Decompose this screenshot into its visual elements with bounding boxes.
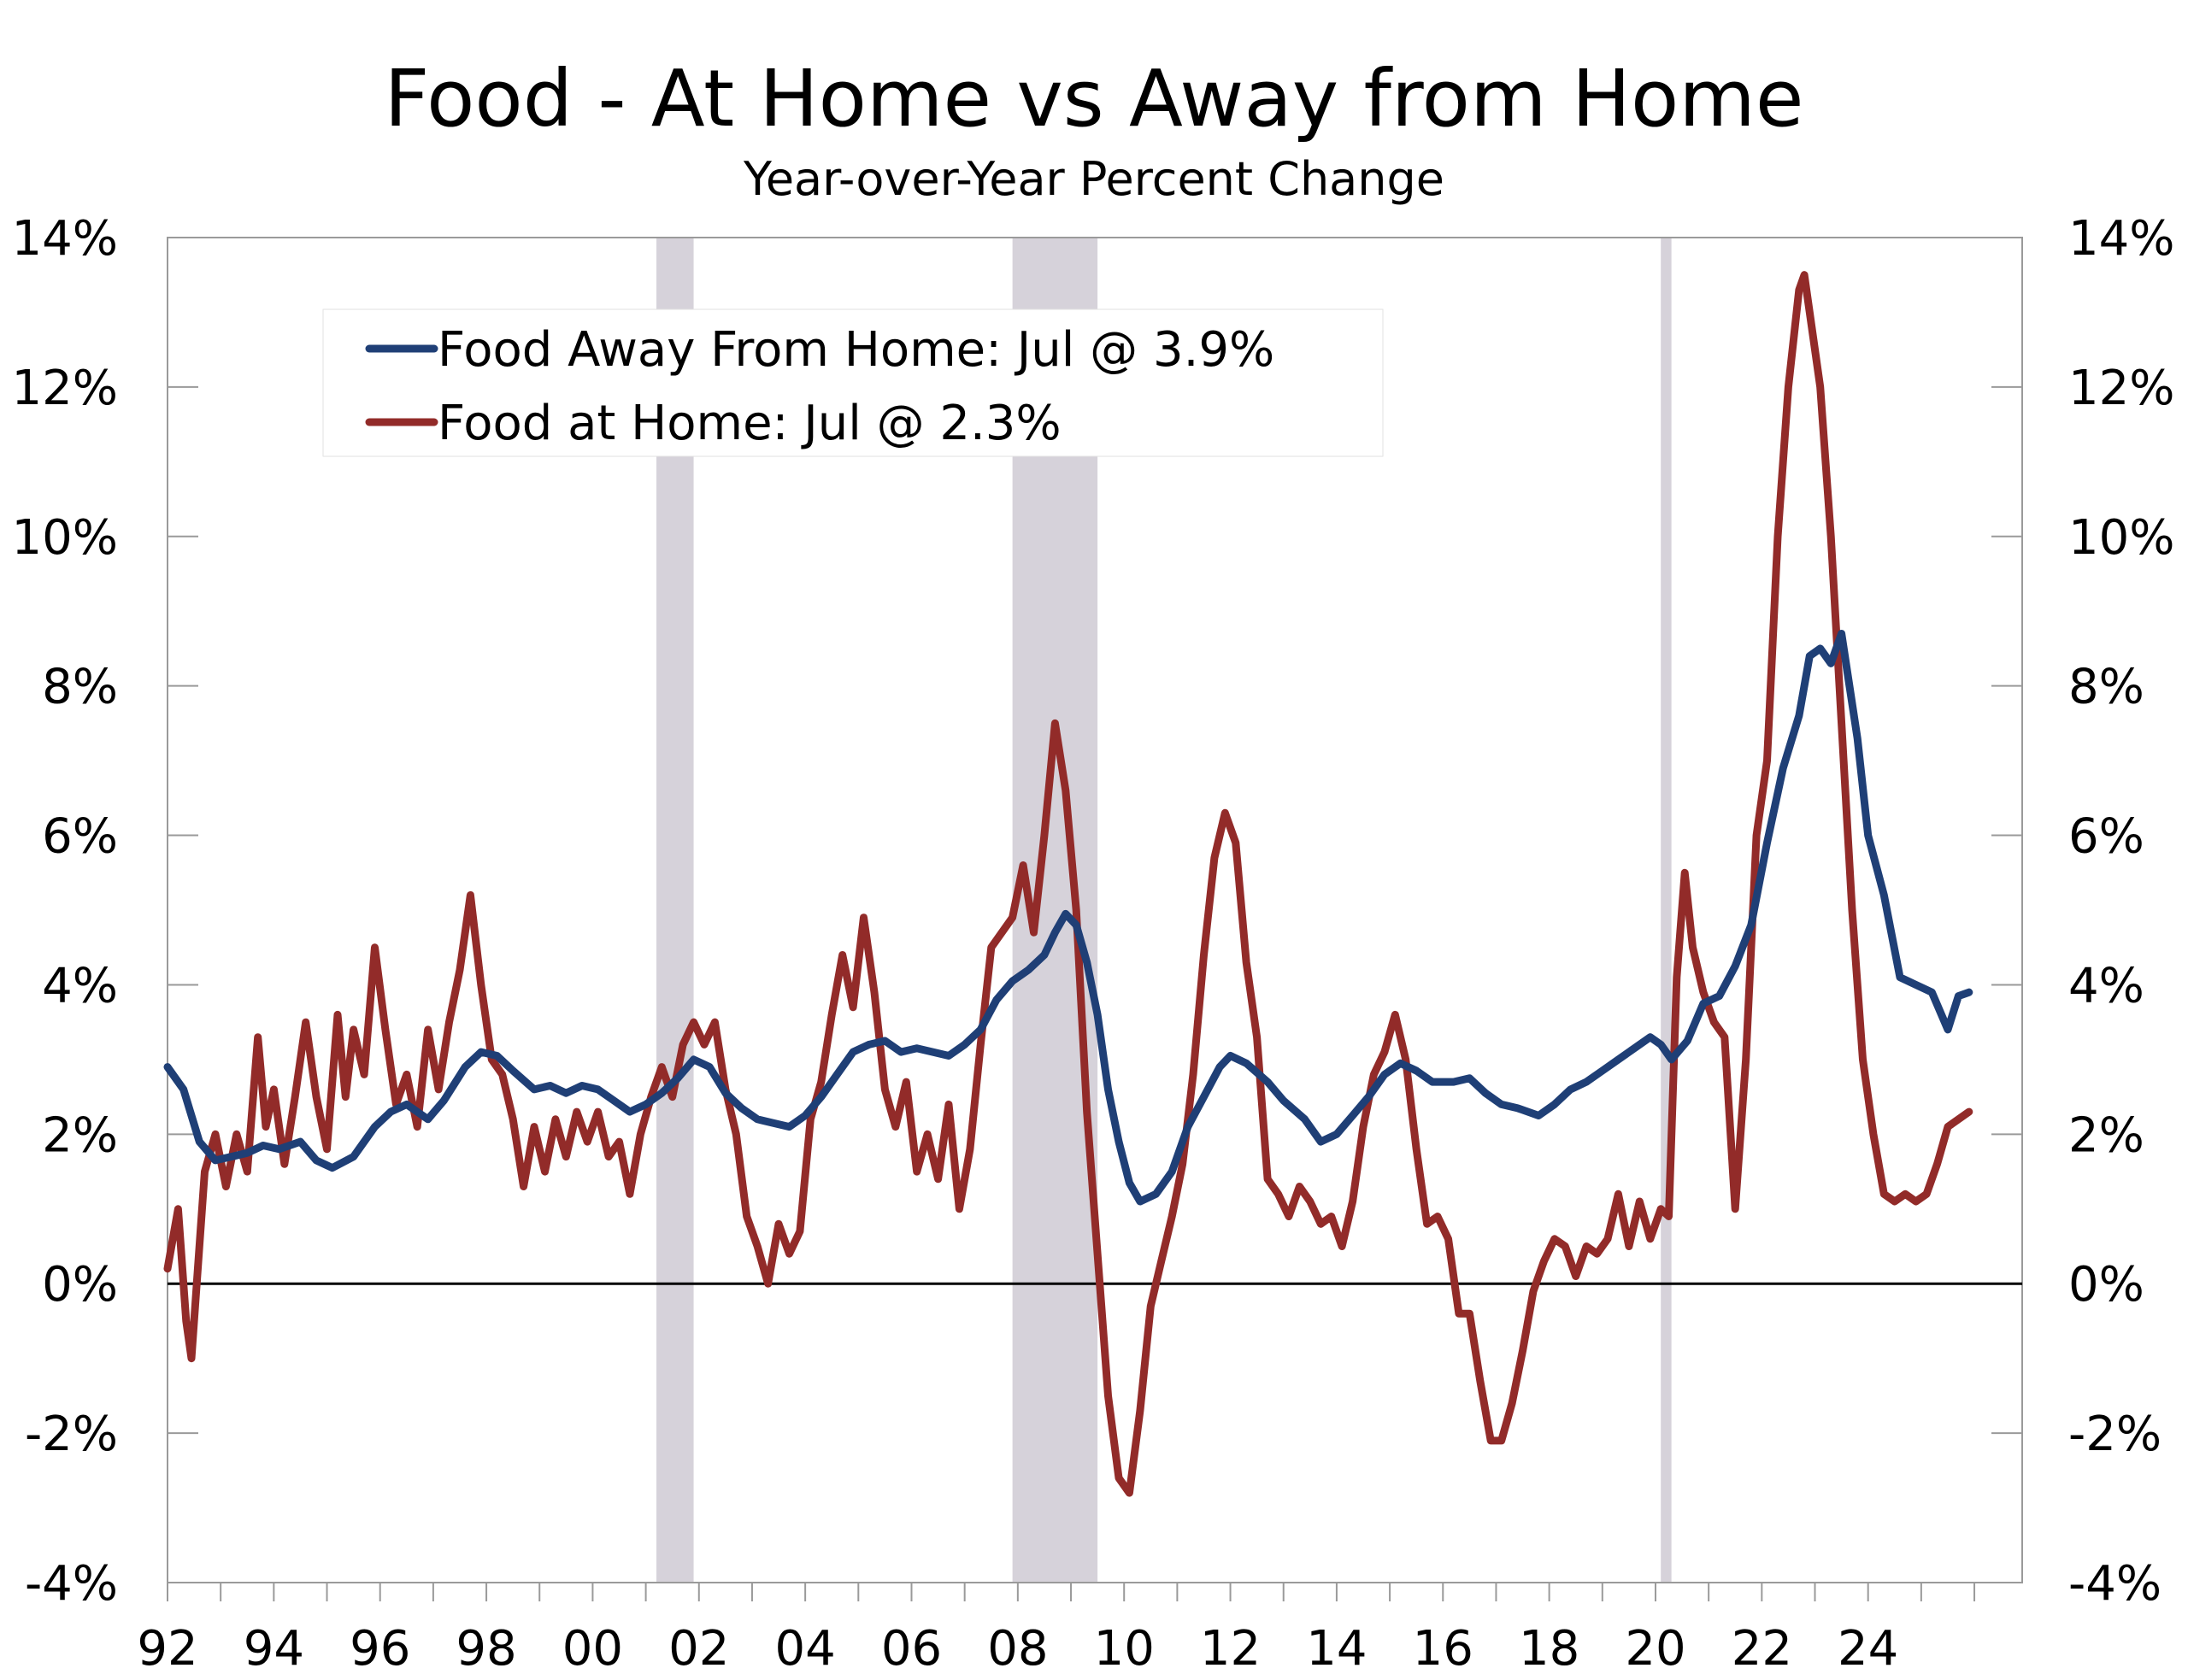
y-tick-label-left: 12%	[12, 361, 118, 416]
x-tick-label: 96	[350, 1621, 410, 1677]
x-tick-label: 08	[987, 1621, 1048, 1677]
chart-title: Food - At Home vs Away from Home	[384, 53, 1804, 144]
legend: Food Away From Home: Jul @ 3.9% Food at H…	[322, 308, 1384, 457]
chart-subtitle: Year-over-Year Percent Change	[744, 152, 1444, 206]
y-tick-label-left: 0%	[42, 1257, 118, 1313]
x-tick-label: 94	[244, 1621, 304, 1677]
axis-labels: -4% -4% -2% -2% 0% 0% 2% 2% 4% 4% 6% 6% 8% 8% 10% 10% 12…	[12, 211, 2175, 1677]
y-tick-label-right: 14%	[2068, 211, 2174, 267]
y-tick-label-right: -2%	[2068, 1407, 2162, 1462]
y-tick-label-left: 6%	[42, 809, 118, 865]
y-tick-label-right: 8%	[2068, 660, 2144, 715]
y-tick-label-right: 4%	[2068, 958, 2144, 1013]
y-tick-label-right: 2%	[2068, 1107, 2144, 1163]
x-tick-label: 18	[1519, 1621, 1579, 1677]
x-tick-label: 24	[1838, 1621, 1898, 1677]
x-tick-label: 12	[1200, 1621, 1261, 1677]
y-tick-label-left: 10%	[12, 510, 118, 566]
series-line	[163, 630, 1973, 1206]
axis-ticks	[167, 237, 2022, 1601]
y-tick-label-right: 12%	[2068, 361, 2174, 416]
y-tick-label-left: 14%	[12, 211, 118, 267]
legend-box	[322, 308, 1384, 457]
series-line	[163, 271, 1973, 1497]
x-tick-label: 20	[1625, 1621, 1685, 1677]
x-tick-label: 22	[1732, 1621, 1792, 1677]
x-tick-label: 98	[456, 1621, 516, 1677]
y-tick-label-right: 6%	[2068, 809, 2144, 865]
x-tick-label: 02	[668, 1621, 729, 1677]
y-tick-label-right: 0%	[2068, 1257, 2144, 1313]
y-tick-label-left: -2%	[25, 1407, 118, 1462]
y-tick-label-left: 2%	[42, 1107, 118, 1163]
series-lines	[163, 271, 1973, 1497]
recession-band	[656, 238, 694, 1583]
y-tick-label-left: 8%	[42, 660, 118, 715]
x-tick-label: 14	[1306, 1621, 1367, 1677]
y-tick-label-left: 4%	[42, 958, 118, 1013]
recession-band	[1661, 238, 1672, 1583]
x-tick-label: 04	[774, 1621, 835, 1677]
legend-label: Food at Home: Jul @ 2.3%	[438, 396, 1062, 451]
x-tick-label: 06	[881, 1621, 942, 1677]
legend-label: Food Away From Home: Jul @ 3.9%	[438, 322, 1274, 378]
recession-bands	[656, 238, 1672, 1583]
x-tick-label: 00	[562, 1621, 623, 1677]
y-tick-label-right: -4%	[2068, 1556, 2162, 1612]
x-tick-label: 10	[1094, 1621, 1155, 1677]
y-tick-label-right: 10%	[2068, 510, 2174, 566]
x-tick-label: 16	[1413, 1621, 1473, 1677]
x-tick-label: 92	[137, 1621, 197, 1677]
y-tick-label-left: -4%	[25, 1556, 118, 1612]
plot-area	[167, 237, 2023, 1583]
